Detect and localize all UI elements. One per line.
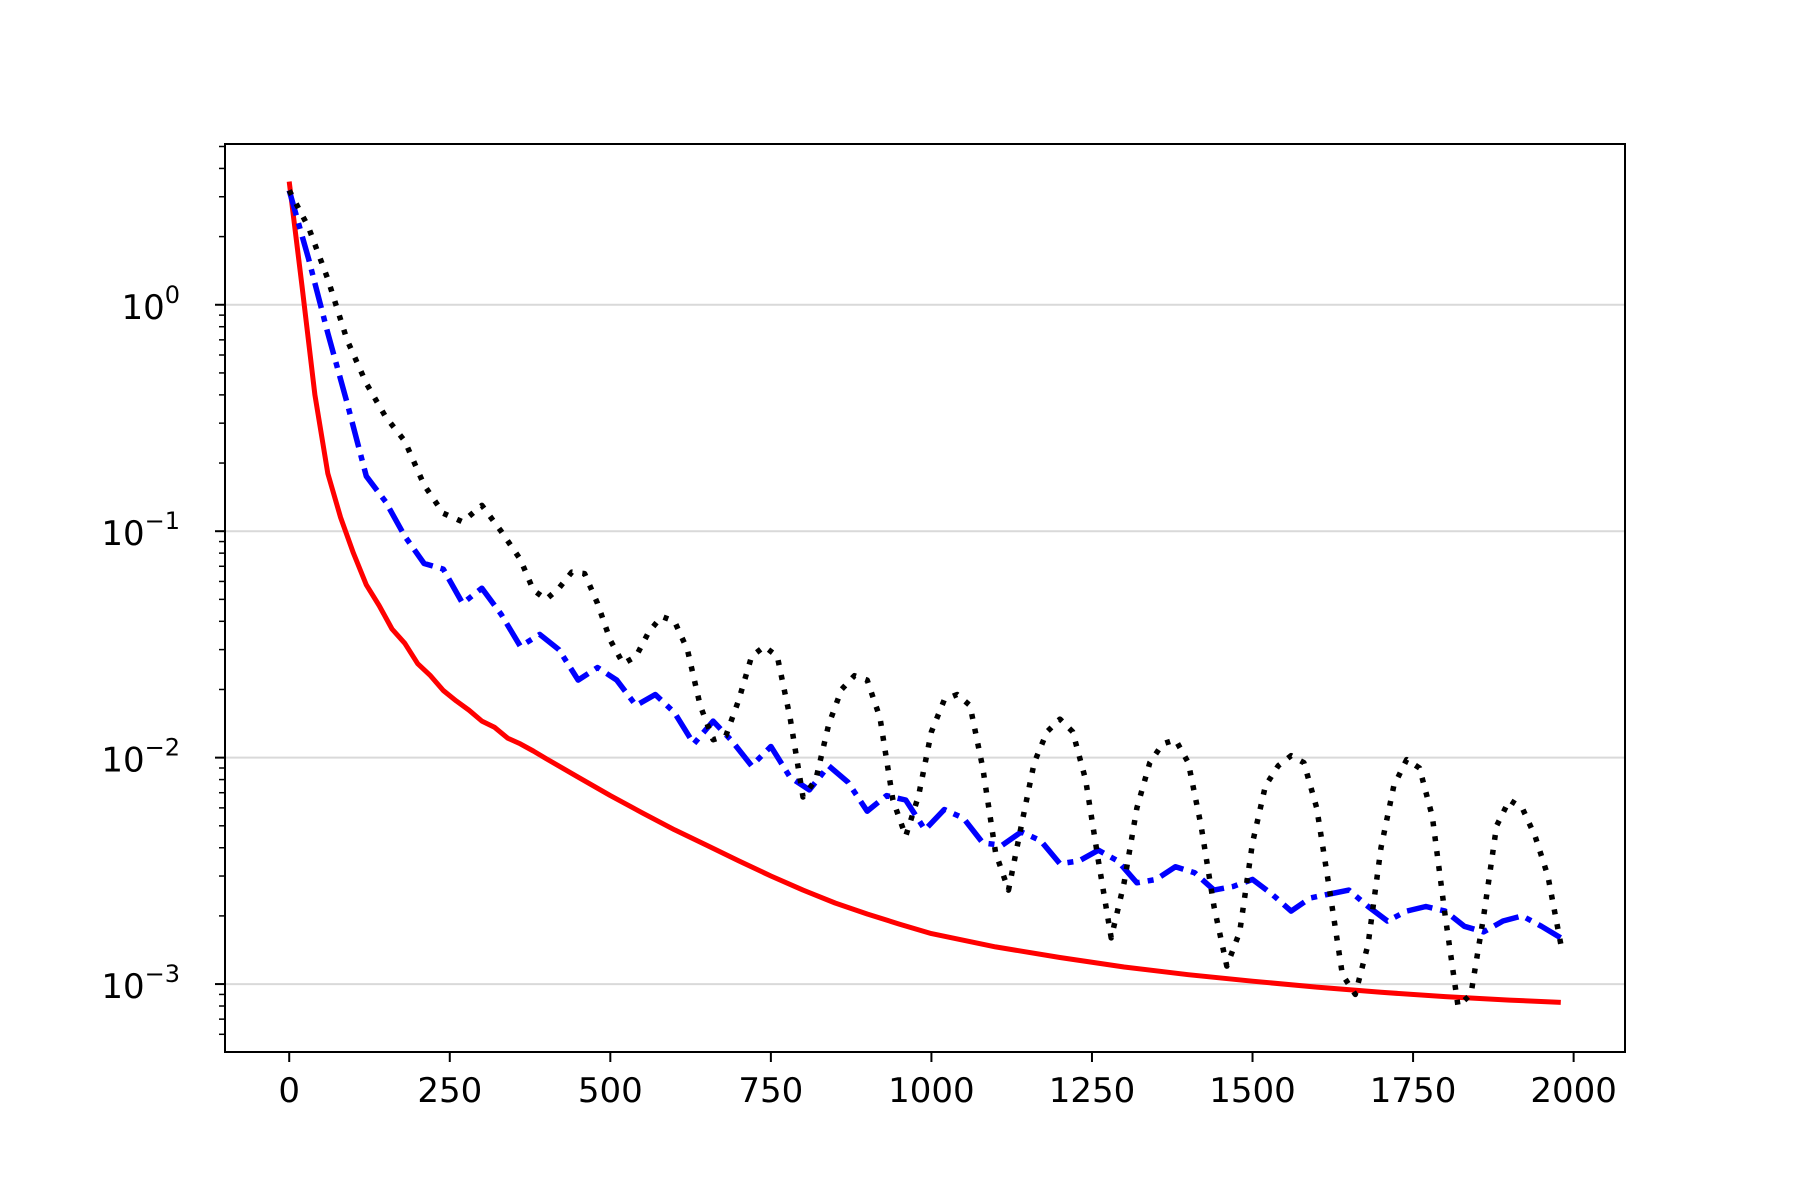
plot-lines [286, 181, 1564, 1009]
y-tick-label: 10−3 [101, 960, 180, 1007]
x-tick-label: 750 [738, 1071, 803, 1111]
y-axis: 100 10−1 10−2 10−3 [101, 145, 225, 1036]
y-tick-label: 10−1 [101, 507, 180, 554]
x-tick-label: 500 [578, 1071, 643, 1111]
plot-frame [224, 143, 1626, 1053]
y-tick-label: 100 [121, 281, 180, 328]
x-tick-label: 0 [278, 1071, 300, 1111]
x-axis: 0 250 500 750 1000 1250 1500 1750 2000 [278, 1052, 1617, 1111]
x-tick-label: 1250 [1049, 1071, 1136, 1111]
x-tick-label: 250 [417, 1071, 482, 1111]
y-tick-label: 10−2 [101, 734, 180, 781]
x-tick-label: 1000 [888, 1071, 975, 1111]
series-line-2 [286, 189, 1563, 941]
series-line-1 [286, 181, 1561, 1005]
x-tick-label: 1500 [1209, 1071, 1296, 1111]
x-tick-label: 2000 [1530, 1071, 1617, 1111]
x-tick-label: 1750 [1370, 1071, 1457, 1111]
